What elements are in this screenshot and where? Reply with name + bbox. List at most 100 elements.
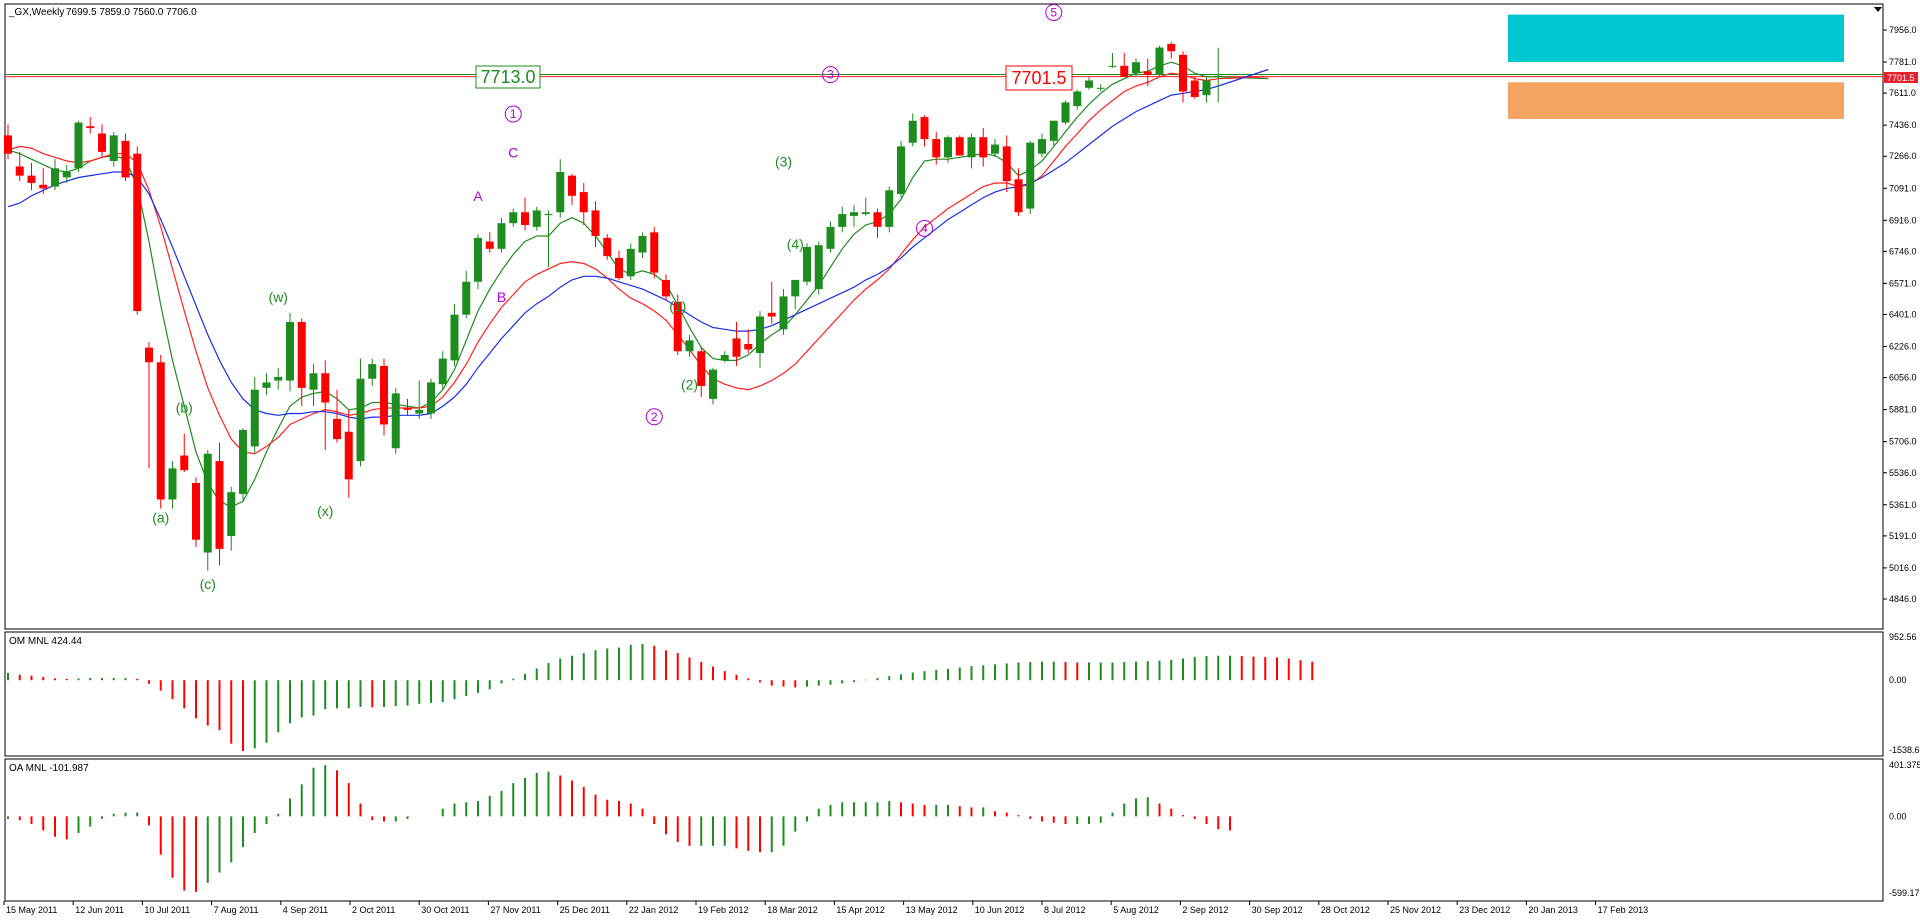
time-axis-label: 8 Jul 2012 <box>1044 905 1086 915</box>
time-axis-label: 20 Jan 2013 <box>1528 905 1578 915</box>
candle <box>1179 51 1187 103</box>
candle-body <box>615 257 623 279</box>
candle <box>380 358 388 436</box>
price-axis: 7956.0 7781.0 7611.0 7436.0 7266.0 7091.0 6916… <box>1883 25 1920 898</box>
price-axis-label: 6401.0 <box>1889 310 1917 320</box>
candle-body <box>403 407 412 410</box>
candle <box>521 197 529 231</box>
price-axis-label: 6746.0 <box>1889 246 1917 256</box>
candle <box>109 131 118 167</box>
candle <box>697 347 706 398</box>
candle <box>1038 133 1046 158</box>
candle-body <box>673 301 682 352</box>
candle-body <box>344 431 353 480</box>
candle <box>333 389 341 443</box>
wave-label: 3 <box>822 66 839 84</box>
candle <box>121 133 130 182</box>
candle-body <box>474 237 482 282</box>
candle-body <box>1132 62 1140 74</box>
candle-body <box>626 248 635 277</box>
candle <box>4 124 12 160</box>
chart-shift-marker-icon[interactable] <box>1874 7 1882 12</box>
candle-body <box>1167 43 1176 52</box>
candle <box>1026 140 1035 215</box>
zone-top <box>1508 14 1844 63</box>
om-indicator-title: OM MNL 424.44 <box>9 636 82 647</box>
candle-body <box>415 409 424 414</box>
candle-body <box>239 429 247 494</box>
wave-label: 5 <box>1045 3 1063 21</box>
candle <box>415 380 424 419</box>
price-axis-label: 5881.0 <box>1889 405 1917 415</box>
candle <box>297 318 306 407</box>
candle <box>850 204 858 227</box>
candle-body <box>908 120 917 143</box>
price-axis-label: 6056.0 <box>1889 373 1917 383</box>
wave-label: (4) <box>787 236 804 252</box>
candle <box>145 342 153 469</box>
time-axis-label: 2 Oct 2011 <box>352 905 395 915</box>
candle <box>15 151 24 182</box>
candle-body <box>803 246 811 282</box>
price-axis-label: 7436.0 <box>1889 120 1917 130</box>
candle-body <box>568 175 576 196</box>
candle-body <box>1026 142 1035 209</box>
candle <box>685 334 694 357</box>
candle <box>779 289 788 335</box>
wave-label-text: 4 <box>921 221 928 235</box>
candle-body <box>62 171 71 178</box>
candle-body <box>462 281 471 315</box>
candle <box>979 128 988 167</box>
price-axis-label: 7091.0 <box>1889 183 1917 193</box>
candle <box>662 274 670 301</box>
candle-body <box>932 139 941 158</box>
candle-body <box>145 347 153 363</box>
candle-body <box>873 212 882 227</box>
candle-body <box>756 316 764 354</box>
time-axis-label: 27 Nov 2011 <box>490 905 540 915</box>
candle-body <box>1002 146 1011 182</box>
candle <box>803 243 811 286</box>
time-axis-label: 10 Jun 2012 <box>975 905 1025 915</box>
time-axis-label: 4 Sep 2011 <box>283 905 328 915</box>
candle <box>991 139 999 158</box>
candle <box>62 164 71 183</box>
candle-body <box>1049 120 1058 141</box>
candle-body <box>203 453 212 553</box>
candle-body <box>1143 71 1152 76</box>
wave-label-text: B <box>497 289 506 305</box>
candle <box>262 373 271 396</box>
oa-indicator-panel[interactable] <box>4 758 1884 902</box>
candle <box>861 197 870 216</box>
candle <box>568 173 576 205</box>
candle-body <box>286 322 294 381</box>
candle <box>873 208 882 238</box>
oa-axis-label: 0.00 <box>1889 811 1907 821</box>
candle-body <box>521 212 529 226</box>
time-axis-label: 13 May 2012 <box>906 905 958 915</box>
candle <box>1214 47 1223 103</box>
candle-body <box>15 166 24 176</box>
om-indicator-panel[interactable] <box>4 631 1884 757</box>
candle <box>1049 120 1058 147</box>
time-axis-label: 30 Oct 2011 <box>421 905 469 915</box>
candle <box>638 232 647 258</box>
candle <box>603 234 612 260</box>
candle-body <box>532 210 541 227</box>
candle-body <box>709 369 717 399</box>
candle <box>438 351 447 390</box>
candle-body <box>779 296 788 330</box>
candle-body <box>156 362 165 500</box>
candle-body <box>1085 80 1093 88</box>
candle-body <box>697 351 706 387</box>
candle-body <box>826 226 835 249</box>
candle-body <box>1190 80 1199 97</box>
candle <box>215 442 224 566</box>
wave-label: (c) <box>200 576 216 592</box>
candle <box>1143 58 1152 86</box>
candle-body <box>838 214 847 227</box>
candle <box>626 243 635 280</box>
candle <box>920 115 929 147</box>
